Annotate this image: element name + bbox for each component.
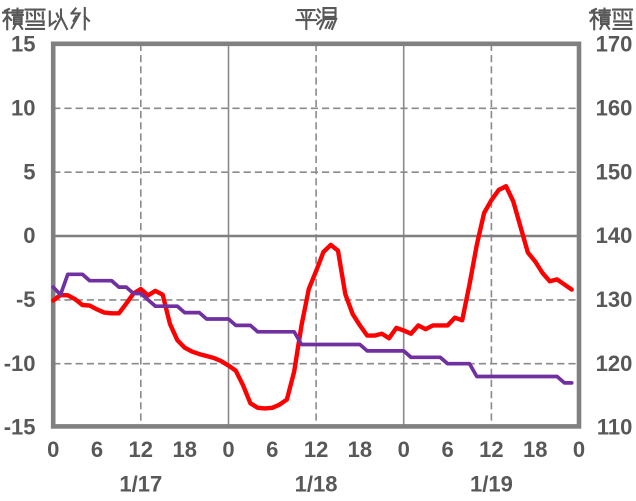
svg-text:1/19: 1/19 [470,471,513,496]
svg-text:140: 140 [596,223,633,248]
svg-text:0: 0 [573,437,585,462]
svg-text:0: 0 [47,437,59,462]
svg-text:1/17: 1/17 [119,471,162,496]
svg-text:0: 0 [398,437,410,462]
svg-text:10: 10 [11,96,35,121]
svg-text:-15: -15 [4,415,36,440]
svg-text:6: 6 [266,437,278,462]
svg-text:5: 5 [23,159,35,184]
svg-text:6: 6 [91,437,103,462]
svg-text:-10: -10 [4,351,36,376]
svg-text:18: 18 [172,437,196,462]
svg-text:0: 0 [23,223,35,248]
svg-text:110: 110 [597,415,633,440]
svg-text:160: 160 [596,96,633,121]
svg-text:12: 12 [479,437,503,462]
svg-text:0: 0 [222,437,234,462]
svg-text:120: 120 [596,351,633,376]
svg-text:1/18: 1/18 [295,471,338,496]
svg-text:18: 18 [523,437,547,462]
svg-text:18: 18 [348,437,372,462]
svg-text:12: 12 [304,437,328,462]
svg-text:12: 12 [129,437,153,462]
svg-text:-5: -5 [16,287,36,312]
svg-text:15: 15 [11,32,35,57]
svg-text:6: 6 [441,437,453,462]
svg-text:150: 150 [596,159,633,184]
svg-text:170: 170 [596,32,633,57]
svg-text:130: 130 [596,287,633,312]
